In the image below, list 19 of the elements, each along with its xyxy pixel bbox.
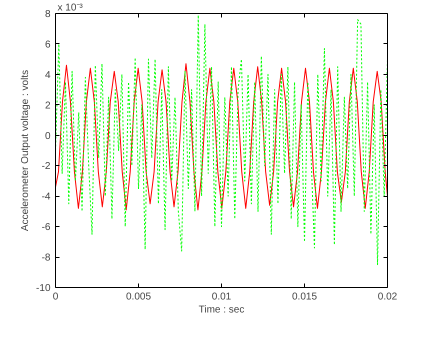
x-tick-label: 0.02 [378,292,398,302]
x-tick-label: 0.01 [212,292,232,302]
y-tick-label: 8 [44,9,51,20]
line-series [56,63,388,210]
y-tick-label: 0 [44,130,51,142]
y-tick-label: -6 [42,222,51,234]
y-axis-title: Accelerometer Output voltage : volts [20,70,32,232]
y-tick-label: 4 [44,70,51,81]
y-tick-label: 2 [44,100,51,112]
x-tick-label: 0.005 [126,292,152,302]
x-tick-label: 0.015 [292,292,318,302]
y-tick-label: -2 [42,161,51,172]
y-tick-label: -10 [36,283,51,294]
y-tick-label: -4 [42,192,51,203]
x-tick-label: 0 [52,292,59,302]
y-tick-label: -8 [42,252,51,264]
x-axis-title: Time : sec [198,304,244,316]
annotation: x 10⁻³ [58,2,84,14]
y-tick-label: 6 [44,39,51,50]
